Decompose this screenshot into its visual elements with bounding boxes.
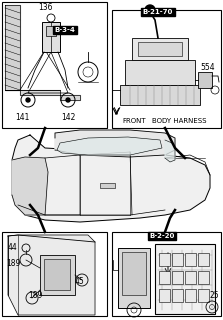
Bar <box>185 271 196 284</box>
Circle shape <box>145 5 155 15</box>
Bar <box>44 259 70 290</box>
Text: 189: 189 <box>6 259 20 268</box>
Bar <box>172 253 183 266</box>
Circle shape <box>66 98 70 102</box>
Text: 142: 142 <box>61 113 75 122</box>
Bar <box>198 253 209 266</box>
Bar <box>185 289 196 302</box>
Text: 44: 44 <box>8 244 18 252</box>
Bar <box>112 232 221 316</box>
Bar <box>159 253 170 266</box>
Text: B-2-20: B-2-20 <box>149 233 175 239</box>
Text: B-3-4: B-3-4 <box>55 27 75 33</box>
Bar <box>198 72 212 88</box>
Bar <box>118 248 150 308</box>
Polygon shape <box>57 137 162 155</box>
Text: B-21-70: B-21-70 <box>143 9 173 15</box>
Bar <box>125 60 195 85</box>
Text: 554: 554 <box>200 63 215 73</box>
Text: 141: 141 <box>15 113 29 122</box>
Polygon shape <box>5 90 80 100</box>
Bar <box>122 252 146 295</box>
Text: 45: 45 <box>75 277 85 286</box>
Bar <box>2 2 107 128</box>
Polygon shape <box>12 135 210 222</box>
Polygon shape <box>165 140 175 162</box>
Bar <box>112 10 221 128</box>
Bar <box>42 22 60 52</box>
Text: 136: 136 <box>38 4 52 12</box>
Bar <box>172 289 183 302</box>
Bar <box>120 85 200 105</box>
Bar <box>159 271 170 284</box>
Bar <box>2 232 107 316</box>
Text: 189: 189 <box>28 292 42 300</box>
Text: BODY HARNESS: BODY HARNESS <box>152 118 206 124</box>
Bar <box>159 289 170 302</box>
Bar <box>100 183 115 188</box>
Polygon shape <box>5 5 20 90</box>
Bar <box>198 289 209 302</box>
Bar <box>185 253 196 266</box>
Polygon shape <box>8 235 95 315</box>
Bar <box>40 255 75 295</box>
Text: FRONT: FRONT <box>122 118 146 124</box>
Text: 25: 25 <box>210 292 220 300</box>
Bar <box>155 244 215 314</box>
Polygon shape <box>12 157 48 215</box>
Polygon shape <box>55 130 175 157</box>
Bar <box>46 26 56 36</box>
Bar <box>132 38 188 60</box>
Bar <box>198 271 209 284</box>
Bar <box>172 271 183 284</box>
Bar <box>138 42 182 56</box>
Circle shape <box>26 98 30 102</box>
